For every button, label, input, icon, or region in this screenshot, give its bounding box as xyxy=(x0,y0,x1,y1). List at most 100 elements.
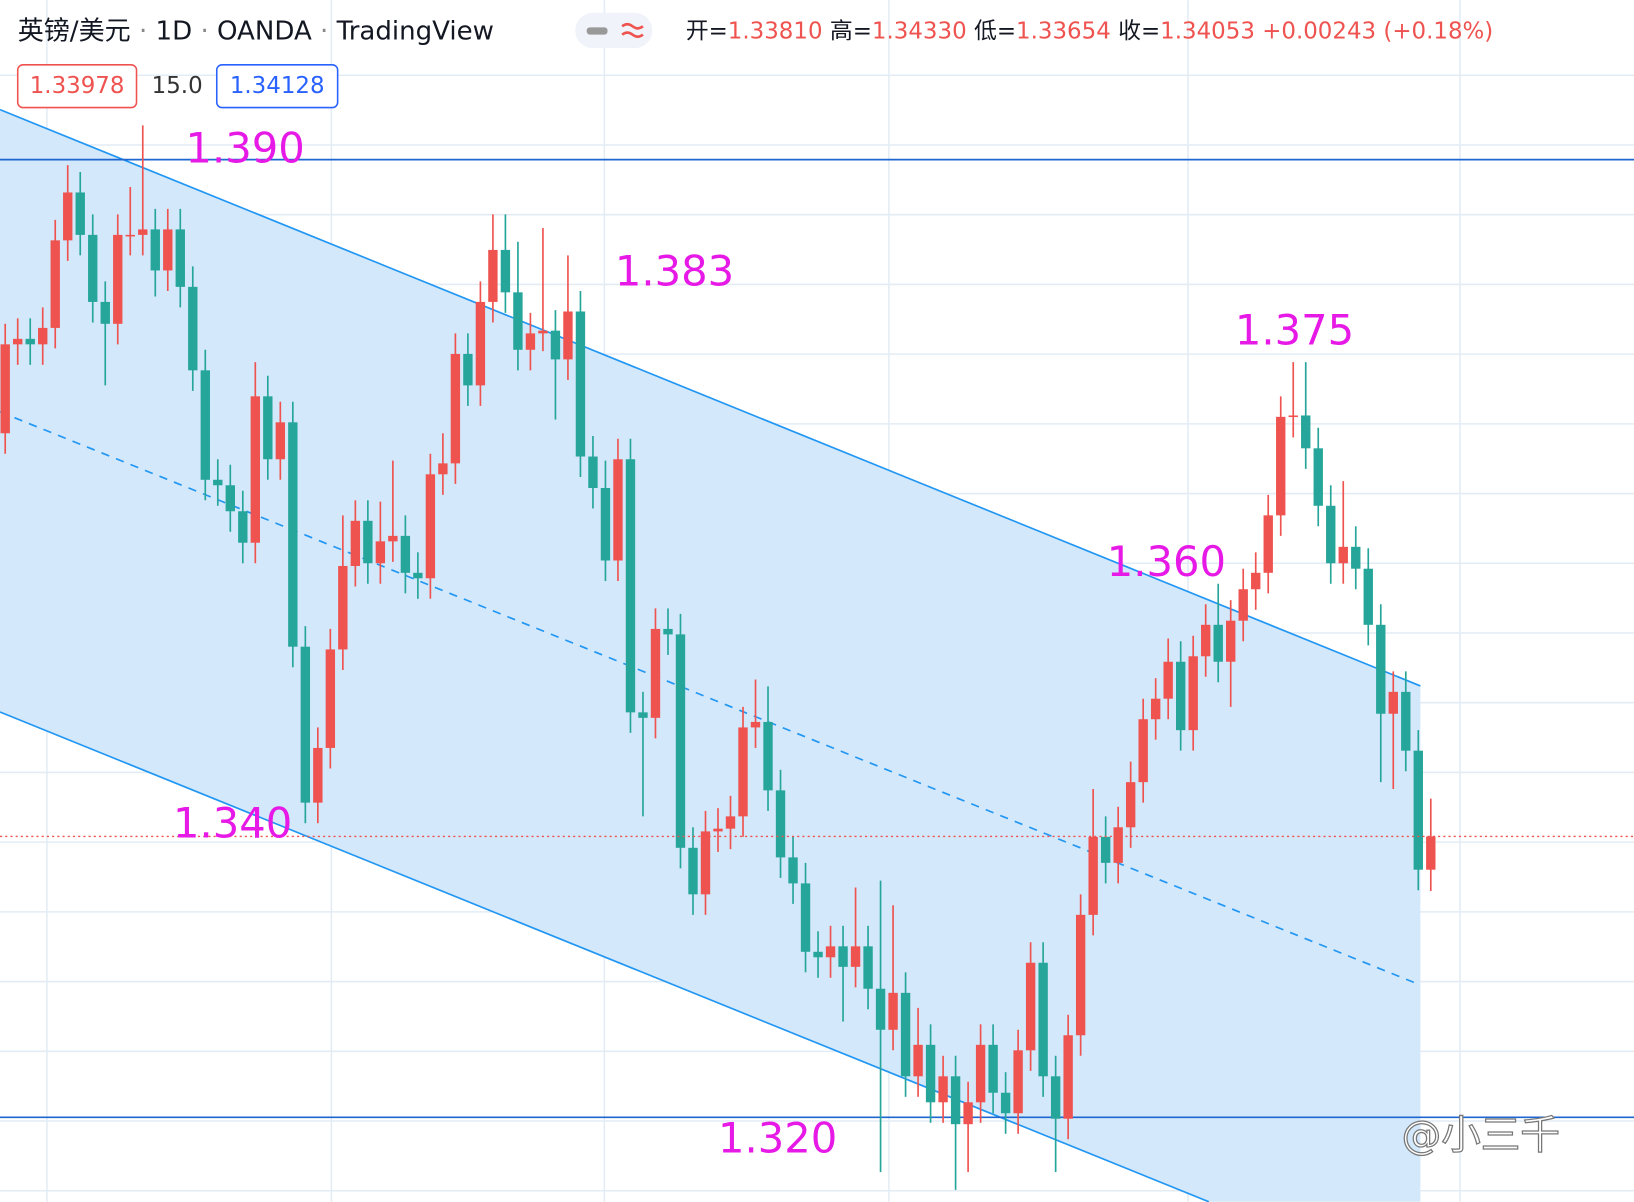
candle-body xyxy=(1288,415,1298,418)
candle-body xyxy=(1113,827,1123,863)
candle-body xyxy=(475,301,486,386)
candle-body xyxy=(188,286,198,371)
candle-body xyxy=(1238,589,1248,621)
candle-body xyxy=(925,1044,936,1103)
candle-body xyxy=(313,747,323,803)
ohlc-value: 1.33810 xyxy=(728,18,823,44)
sell-button[interactable] xyxy=(16,64,138,109)
buy-button[interactable] xyxy=(215,64,339,109)
candle-body xyxy=(1063,1035,1073,1119)
ohlc-value: 1.34330 xyxy=(872,18,967,44)
candle-body xyxy=(88,234,98,302)
candle-body xyxy=(813,951,823,958)
candle-body xyxy=(175,229,185,287)
candle-body xyxy=(888,992,898,1030)
candle-body xyxy=(225,485,235,512)
annotation: 1.360 xyxy=(1107,537,1226,586)
candle-body xyxy=(825,946,836,958)
candle-body xyxy=(113,234,123,324)
annotation: 1.320 xyxy=(718,1113,837,1162)
candle-body xyxy=(1088,836,1098,915)
candle-body xyxy=(763,721,773,791)
candle-body xyxy=(338,565,348,650)
candle-body xyxy=(400,535,411,573)
candle-body xyxy=(1201,624,1211,657)
candle-body xyxy=(1125,782,1136,828)
candle-body xyxy=(1226,620,1236,662)
change: +0.00243 (+0.18%) xyxy=(1262,18,1493,44)
candle-body xyxy=(213,479,223,486)
candle-body xyxy=(1338,546,1348,564)
ohlc-value: 1.34053 xyxy=(1160,18,1255,44)
candle-body xyxy=(1000,1092,1011,1114)
candle-body xyxy=(13,338,23,345)
candle-body xyxy=(975,1044,986,1103)
candle-body xyxy=(963,1102,973,1125)
candle-body xyxy=(1038,962,1048,1077)
candle-body xyxy=(288,422,298,647)
candle-body xyxy=(663,628,673,635)
ohlc-label: 低= xyxy=(974,18,1016,44)
candle-body xyxy=(950,1076,961,1125)
channel-mid xyxy=(0,411,1421,986)
channel-top xyxy=(0,108,1421,687)
separator: · xyxy=(320,16,328,46)
candle-body xyxy=(375,541,386,564)
symbol-info: 英镑/美元 · 1D · OANDA · TradingView xyxy=(18,16,494,46)
candle-body xyxy=(875,988,886,1030)
spread: 15.0 xyxy=(152,73,203,99)
separator: · xyxy=(200,16,208,46)
candle-body xyxy=(1150,698,1161,720)
candle-body xyxy=(650,628,661,718)
candle-body xyxy=(1426,836,1436,870)
candle-body xyxy=(775,790,786,858)
candle-body xyxy=(163,229,173,271)
candle-body xyxy=(700,831,711,895)
candle-body xyxy=(263,396,273,460)
ohlc-label: 收= xyxy=(1118,18,1160,44)
candle-body xyxy=(513,292,523,350)
candle-body xyxy=(413,572,423,579)
candle-body xyxy=(725,816,736,829)
platform: TradingView xyxy=(336,16,494,46)
toggle[interactable] xyxy=(575,12,653,49)
sell-price: 1.33978 xyxy=(30,73,125,99)
candle-body xyxy=(600,487,611,561)
candle-body xyxy=(1251,572,1261,590)
candle-body xyxy=(275,422,286,460)
candle-body xyxy=(1138,719,1148,783)
candle-body xyxy=(300,646,311,803)
candle-body xyxy=(788,857,798,884)
candle-body xyxy=(1013,1050,1023,1114)
candle-body xyxy=(200,370,210,480)
candle-body xyxy=(938,1076,948,1103)
ohlc-label: 高= xyxy=(830,18,872,44)
watermark: @小三千 xyxy=(1402,1113,1560,1159)
candle-body xyxy=(1301,415,1311,449)
candle-body xyxy=(850,946,861,967)
candle-body xyxy=(1075,914,1086,1036)
candle-body xyxy=(488,249,498,302)
candle-body xyxy=(988,1044,998,1093)
candle-body xyxy=(250,396,261,543)
toggle-icon xyxy=(621,22,644,39)
candle-body xyxy=(325,649,336,748)
channel-bottom xyxy=(0,711,1210,1202)
candle-body xyxy=(425,474,436,579)
candle-body xyxy=(1326,505,1336,564)
annotation: 1.375 xyxy=(1235,306,1354,355)
annotation: 1.390 xyxy=(185,123,304,172)
candle-body xyxy=(150,229,160,271)
candle-body xyxy=(738,727,748,817)
ohlc: 开=1.33810 高=1.34330 低=1.33654 收=1.34053 … xyxy=(686,18,1494,44)
candle-body xyxy=(1413,750,1423,870)
ohlc-value: 1.33654 xyxy=(1016,18,1111,44)
candle-body xyxy=(638,712,648,718)
candle-body xyxy=(75,192,85,235)
candle-body xyxy=(1376,624,1386,714)
candle-body xyxy=(38,327,48,345)
candle-body xyxy=(1025,962,1036,1051)
candle-body xyxy=(1176,661,1186,731)
candle-body xyxy=(1263,515,1273,573)
candle-body xyxy=(675,634,686,848)
